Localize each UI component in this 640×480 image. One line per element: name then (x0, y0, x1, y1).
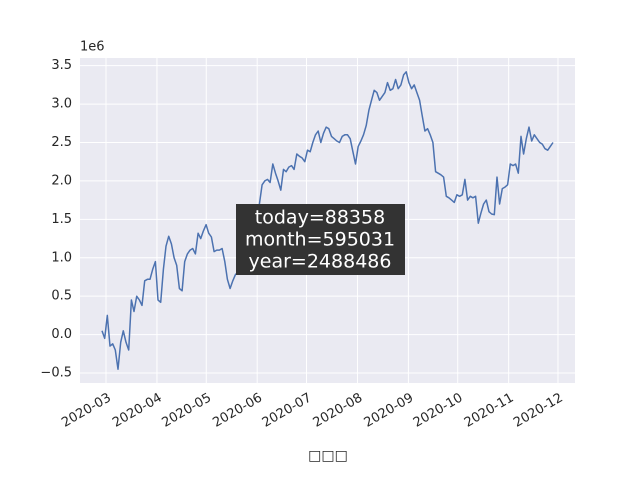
x-tick-label: 2020-10 (411, 391, 466, 431)
annotation-line: today=88358 (255, 207, 385, 229)
y-tick-label: −0.5 (40, 366, 72, 381)
x-tick-label: 2020-09 (362, 391, 417, 431)
x-axis-label: □□□ (308, 448, 348, 464)
y-tick-label: 0.5 (51, 289, 72, 304)
x-tick-label: 2020-08 (311, 391, 366, 431)
annotation-line: month=595031 (245, 229, 395, 251)
x-tick-label: 2020-12 (511, 391, 566, 431)
annotation-line: year=2488486 (249, 251, 392, 273)
y-tick-label: 3.0 (51, 97, 72, 112)
x-tick-label: 2020-05 (159, 391, 214, 431)
y-tick-label: 1.5 (51, 212, 72, 227)
y-tick-label: 3.5 (51, 58, 72, 73)
x-tick-label: 2020-07 (260, 391, 315, 431)
y-tick-label: 1.0 (51, 250, 72, 265)
y-tick-label: 2.5 (51, 135, 72, 150)
x-tick-label: 2020-03 (59, 391, 114, 431)
y-tick-label: 2.0 (51, 173, 72, 188)
data-line (101, 71, 554, 370)
x-tick-label: 2020-06 (210, 391, 265, 431)
annotation-box (236, 204, 405, 275)
x-tick-label: 2020-11 (462, 391, 517, 431)
x-tick-label: 2020-04 (110, 391, 165, 431)
y-tick-label: 0.0 (51, 327, 72, 342)
lines (101, 71, 554, 370)
y-offset-label: 1e6 (80, 40, 105, 55)
